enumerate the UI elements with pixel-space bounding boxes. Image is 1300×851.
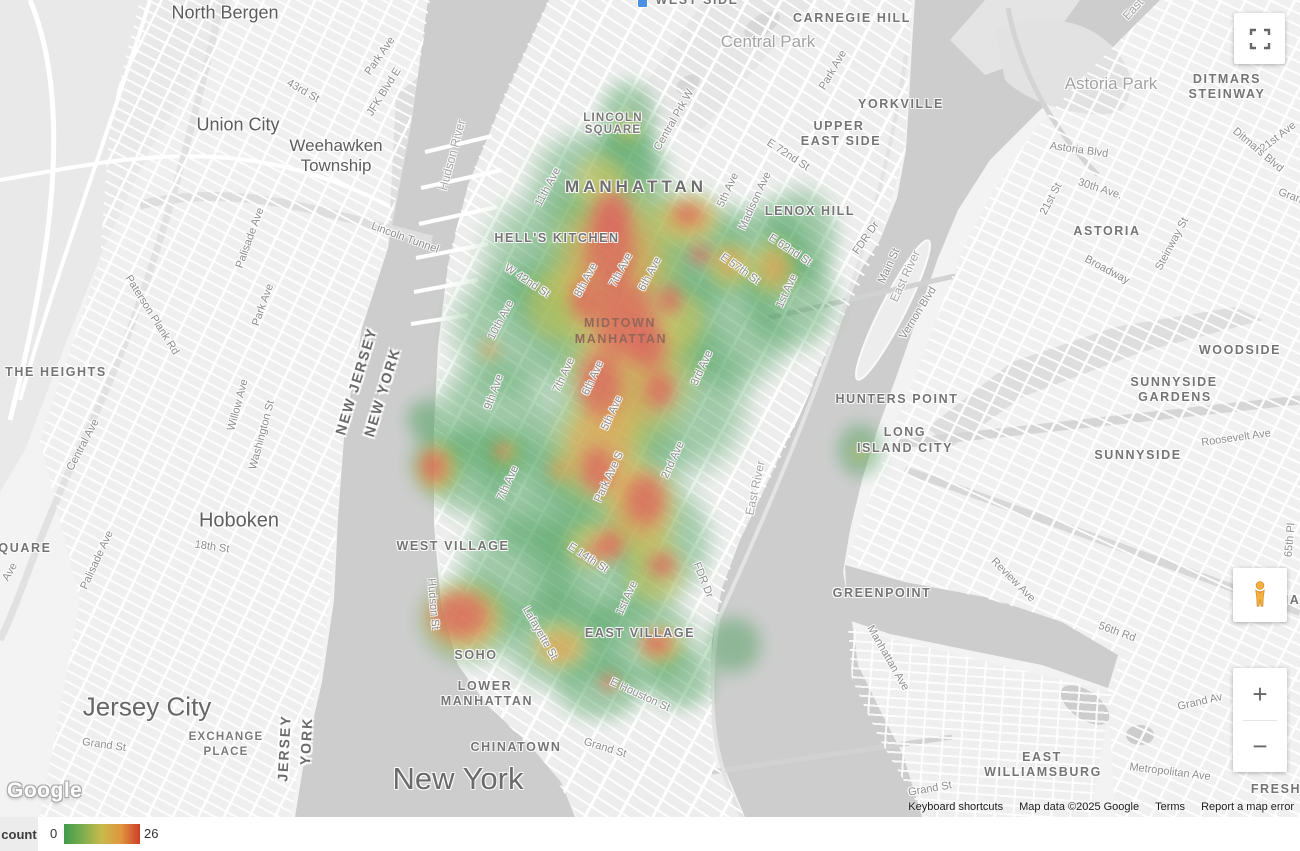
legend-max-value: 26: [144, 826, 159, 841]
map-data-text: Map data ©2025 Google: [1019, 801, 1140, 813]
attribution: Keyboard shortcuts Map data ©2025 Google…: [908, 801, 1294, 813]
legend-gradient-bar: [64, 824, 140, 844]
zoom-out-button[interactable]: −: [1233, 721, 1287, 773]
legend-metric-label: count: [0, 817, 38, 851]
water-layer: [0, 0, 1300, 817]
terms-link[interactable]: Terms: [1155, 801, 1186, 813]
fullscreen-icon: [1249, 28, 1270, 49]
google-logo[interactable]: Google: [7, 779, 83, 802]
heatmap-legend: count 0 26: [0, 817, 1300, 851]
report-map-error-link[interactable]: Report a map error: [1201, 801, 1294, 813]
map-canvas[interactable]: North Bergen Union City Weehawken Township H…: [0, 0, 1300, 817]
zoom-divider: [1243, 719, 1277, 721]
fullscreen-button[interactable]: [1234, 13, 1285, 64]
zoom-in-button[interactable]: +: [1233, 668, 1287, 720]
keyboard-shortcuts-link[interactable]: Keyboard shortcuts: [908, 801, 1004, 813]
pegman-button[interactable]: [1233, 568, 1287, 622]
zoom-control: + −: [1233, 668, 1287, 772]
pegman-icon: [1255, 581, 1265, 607]
legend-min-value: 0: [50, 826, 58, 841]
transit-poi-icon: [637, 0, 648, 8]
